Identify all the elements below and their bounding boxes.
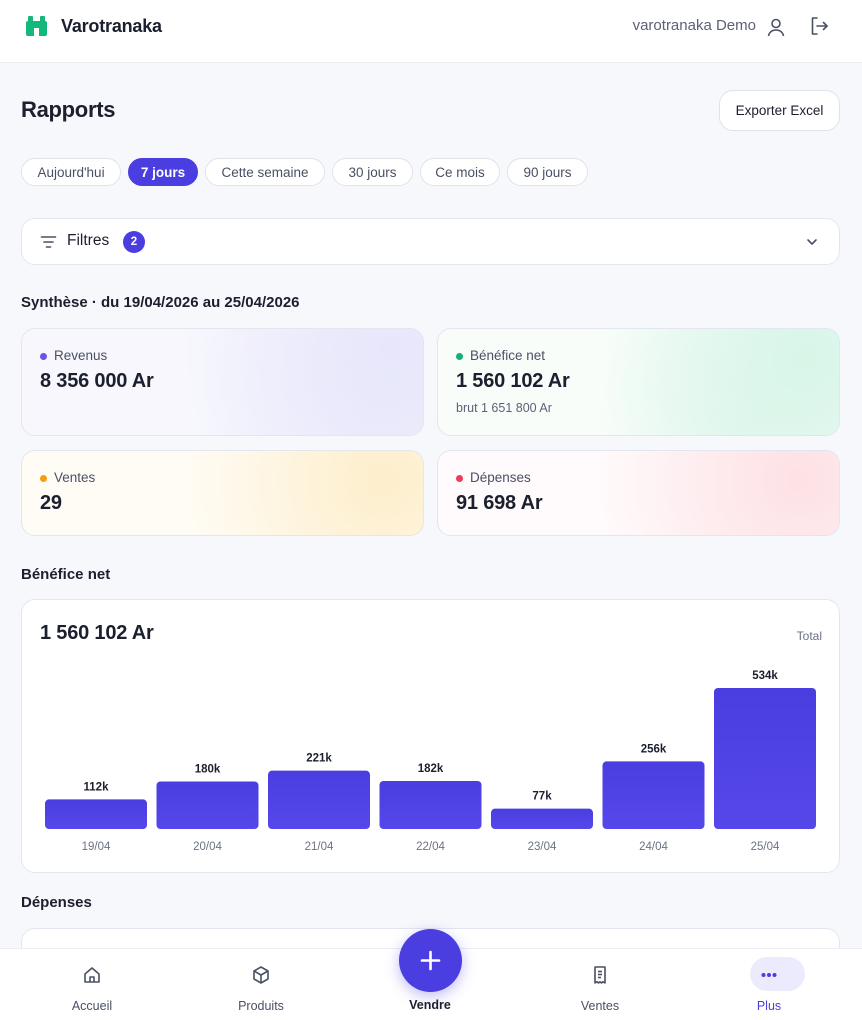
bar-value-label: 112k <box>84 781 110 793</box>
top-bar: Varotranaka varotranaka Demo <box>0 0 862 63</box>
benefice-brut: brut 1 651 800 Ar <box>456 401 552 415</box>
depenses-label: Dépenses <box>470 470 531 485</box>
bar-24-04[interactable] <box>602 761 705 829</box>
bar-25-04[interactable] <box>714 688 816 829</box>
benefice-chart-card: 1 560 102 Ar Total 112k 19/04 180k 20/04 221… <box>21 599 840 873</box>
user-name[interactable]: varotranaka Demo <box>632 17 756 34</box>
chart-total-label: Total <box>796 629 822 643</box>
sell-fab-button[interactable] <box>399 929 462 992</box>
bar-value-label: 180k <box>195 763 221 775</box>
ventes-label: Ventes <box>54 470 96 485</box>
kpi-revenus: Revenus 8 356 000 Ar <box>21 328 424 436</box>
filters-toggle[interactable]: Filtres 2 <box>21 218 840 265</box>
bar-value-label: 256k <box>641 743 667 755</box>
x-tick-label: 20/04 <box>193 841 222 853</box>
store-logo-icon <box>26 16 47 36</box>
bar-19-04[interactable] <box>45 799 147 829</box>
bar-22-04[interactable] <box>379 780 482 829</box>
period-today[interactable]: Aujourd'hui <box>21 158 121 186</box>
bar-value-label: 77k <box>532 791 552 803</box>
depenses-dot <box>456 475 463 482</box>
benefice-section-title: Bénéfice net <box>21 566 111 583</box>
benefice-dot <box>456 353 463 360</box>
app-title: Varotranaka <box>61 16 162 36</box>
period-this-week[interactable]: Cette semaine <box>205 158 325 186</box>
export-excel-button[interactable]: Exporter Excel <box>719 90 840 131</box>
revenus-label: Revenus <box>54 348 108 363</box>
bar-20-04[interactable] <box>156 781 259 829</box>
x-tick-label: 19/04 <box>82 841 111 853</box>
summary-title: Synthèse · du 19/04/2026 au 25/04/2026 <box>21 294 300 311</box>
period-90-days[interactable]: 90 jours <box>507 158 588 186</box>
nav-ventes-label: Ventes <box>580 999 620 1013</box>
nav-produits-label: Produits <box>238 999 284 1013</box>
x-tick-label: 25/04 <box>751 841 780 853</box>
kpi-depenses: Dépenses 91 698 Ar <box>437 450 840 536</box>
chevron-down-icon <box>807 239 817 245</box>
bar-value-label: 534k <box>752 670 778 682</box>
filters-label: Filtres <box>67 232 110 249</box>
filters-count-badge: 2 <box>123 231 145 253</box>
page-title: Rapports <box>21 97 116 122</box>
x-tick-label: 23/04 <box>528 841 557 853</box>
box-icon <box>253 966 269 984</box>
x-tick-label: 24/04 <box>639 841 668 853</box>
nav-produits[interactable]: Produits <box>201 949 321 1020</box>
period-this-month[interactable]: Ce mois <box>420 158 500 186</box>
ventes-value: 29 <box>40 492 62 514</box>
bar-23-04[interactable] <box>491 808 593 829</box>
kpi-ventes: Ventes 29 <box>21 450 424 536</box>
benefice-value: 1 560 102 Ar <box>456 370 570 392</box>
x-tick-label: 21/04 <box>305 841 334 853</box>
nav-plus-label: Plus <box>756 999 782 1013</box>
nav-plus-highlight <box>750 957 805 991</box>
bar-21-04[interactable] <box>268 770 370 829</box>
user-icon[interactable] <box>765 16 787 38</box>
filter-icon <box>40 236 57 248</box>
depenses-section-title: Dépenses <box>21 894 92 911</box>
revenus-value: 8 356 000 Ar <box>40 370 154 392</box>
revenus-dot <box>40 353 47 360</box>
nav-vendre-label: Vendre <box>409 998 451 1012</box>
home-icon <box>84 967 100 983</box>
nav-ventes[interactable]: Ventes <box>540 949 660 1020</box>
kpi-benefice-net: Bénéfice net 1 560 102 Ar brut 1 651 800… <box>437 328 840 436</box>
chart-total-value: 1 560 102 Ar <box>40 622 154 644</box>
benefice-bar-chart: 112k 19/04 180k 20/04 221k 21/04 182k 22/04 77k 2… <box>45 670 816 853</box>
receipt-icon <box>594 966 606 984</box>
nav-accueil-label: Accueil <box>71 999 113 1013</box>
nav-accueil[interactable]: Accueil <box>32 949 152 1020</box>
bar-value-label: 182k <box>418 763 444 775</box>
ventes-dot <box>40 475 47 482</box>
bar-value-label: 221k <box>306 753 332 765</box>
nav-plus[interactable]: Plus <box>709 949 829 1020</box>
plus-icon <box>420 950 441 971</box>
x-tick-label: 22/04 <box>416 841 445 853</box>
logout-icon[interactable] <box>808 15 830 37</box>
benefice-label: Bénéfice net <box>470 348 546 363</box>
period-7-days[interactable]: 7 jours <box>128 158 198 186</box>
period-30-days[interactable]: 30 jours <box>332 158 413 186</box>
depenses-value: 91 698 Ar <box>456 492 543 514</box>
more-dots-icon <box>761 973 777 977</box>
